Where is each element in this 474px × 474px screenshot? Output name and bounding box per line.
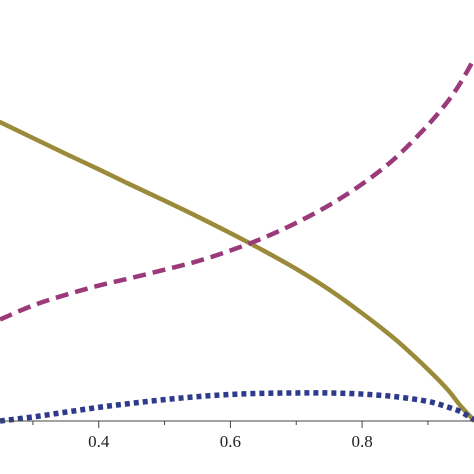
series-line-dashed bbox=[0, 57, 474, 322]
series-line-dotted bbox=[0, 390, 474, 424]
x-tick-label: 0.4 bbox=[88, 432, 110, 451]
series-layer bbox=[0, 57, 474, 424]
x-tick-label: 0.8 bbox=[351, 432, 372, 451]
x-axis-ticks: 0.4 0.6 0.8 bbox=[32, 421, 429, 451]
x-tick-label: 0.6 bbox=[220, 432, 241, 451]
series-line-solid bbox=[0, 119, 474, 423]
